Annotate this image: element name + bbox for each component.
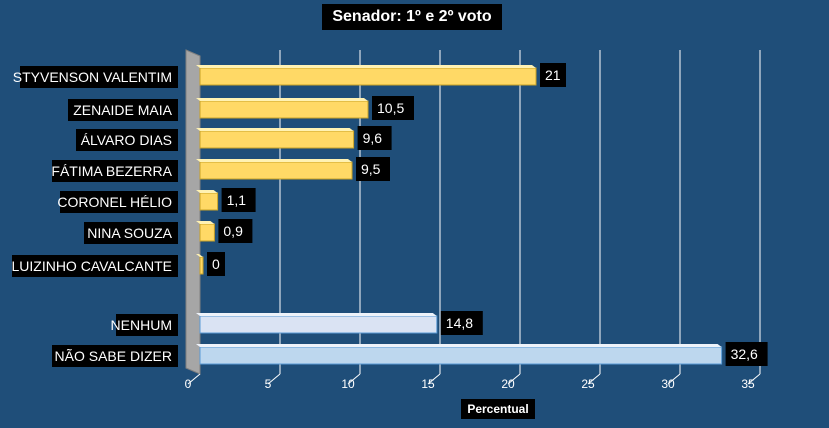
floor-tick	[507, 373, 521, 385]
value-label-box	[356, 157, 390, 181]
category-label: NENHUM	[111, 317, 172, 333]
floor-tick	[267, 373, 281, 385]
floor-tick	[187, 373, 201, 385]
category-label-box	[60, 191, 178, 213]
category-label: NÃO SABE DIZER	[55, 348, 172, 364]
bar-top-face	[196, 98, 368, 101]
category-label-box	[84, 222, 178, 244]
x-tick-label: 25	[581, 377, 595, 391]
data-label: 10,5	[377, 100, 404, 116]
data-label: 21	[545, 67, 561, 83]
category-label: CORONEL HÉLIO	[57, 194, 172, 210]
bar-top-face	[196, 159, 352, 162]
floor-tick	[667, 373, 681, 385]
value-label-box	[372, 96, 414, 120]
bar-top-face	[196, 128, 354, 131]
category-label-box	[20, 66, 178, 88]
chart-title: Senador: 1º e 2º voto	[322, 4, 502, 30]
category-label: ÁLVARO DIAS	[81, 132, 172, 148]
value-label-box	[207, 252, 225, 276]
value-label-box	[218, 219, 253, 243]
category-label-box	[116, 314, 178, 336]
x-tick-label: 20	[501, 377, 515, 391]
category-label: LUIZINHO CAVALCANTE	[11, 258, 172, 274]
category-label: NINA SOUZA	[87, 225, 172, 241]
value-label-box	[440, 311, 483, 335]
bar	[199, 130, 355, 149]
bar	[199, 161, 353, 180]
bar-top-face	[196, 254, 203, 257]
x-tick-label: 30	[661, 377, 675, 391]
value-label-box	[725, 342, 768, 366]
x-tick-label: 15	[421, 377, 435, 391]
x-axis-label: Percentual	[461, 399, 535, 419]
bar-top-face	[196, 65, 536, 68]
data-label: 0	[212, 256, 220, 272]
bar	[199, 315, 438, 334]
floor-tick	[747, 373, 761, 385]
x-tick-label: 5	[265, 377, 272, 391]
value-label-box	[540, 63, 566, 87]
category-label-box	[12, 255, 178, 277]
category-label-box	[52, 345, 178, 367]
floor-tick	[427, 373, 441, 385]
x-tick-label: 0	[185, 377, 192, 391]
value-label-box	[357, 126, 392, 150]
category-label: FÁTIMA BEZERRA	[51, 163, 172, 179]
x-tick-label: 35	[741, 377, 755, 391]
bar	[199, 223, 215, 242]
category-label-box	[76, 129, 178, 151]
bar	[199, 256, 204, 275]
data-label: 14,8	[446, 315, 473, 331]
bar	[199, 67, 537, 86]
value-label-box	[221, 188, 256, 212]
data-label: 1,1	[227, 192, 247, 208]
bar-top-face	[196, 344, 722, 347]
category-label-box	[52, 160, 178, 182]
data-label: 32,6	[731, 346, 758, 362]
bar-top-face	[196, 221, 215, 224]
data-label: 9,5	[361, 161, 381, 177]
data-label: 0,9	[223, 223, 243, 239]
category-label: STYVENSON VALENTIM	[13, 69, 172, 85]
floor-tick	[347, 373, 361, 385]
bar	[199, 346, 723, 365]
bar-top-face	[196, 190, 218, 193]
data-label: 9,6	[363, 130, 383, 146]
floor-tick	[587, 373, 601, 385]
bar	[199, 192, 219, 211]
x-tick-label: 10	[341, 377, 355, 391]
category-label: ZENAIDE MAIA	[73, 102, 172, 118]
bar-top-face	[196, 313, 437, 316]
bar	[199, 100, 369, 119]
category-label-box	[68, 99, 178, 121]
